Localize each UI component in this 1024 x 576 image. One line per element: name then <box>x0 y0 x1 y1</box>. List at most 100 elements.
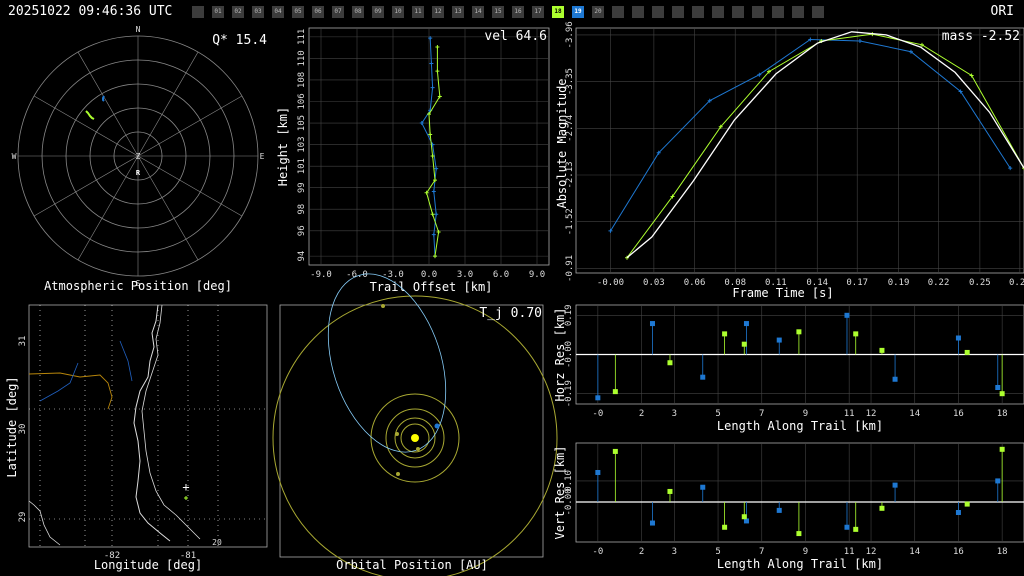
vert_res-xtick: 7 <box>759 547 764 557</box>
planet-marker <box>395 432 399 436</box>
camera-indicator-27 <box>732 6 744 18</box>
polar-spoke <box>77 51 139 157</box>
horz_res-xtick: 3 <box>672 409 677 419</box>
vert_res-xtick: 11 <box>844 547 855 557</box>
magnitude-chart: -0.00 0.03 0.06 0.08 0.11 0.14 0.17 0.19 0.22 0.2… <box>555 21 1024 300</box>
height-ylabel: Height [km] <box>276 107 290 186</box>
vert_res-point <box>722 524 728 530</box>
height-point <box>433 178 437 183</box>
ground-ytick: 30 <box>18 424 28 435</box>
camera-indicator-19: 19 <box>572 6 584 18</box>
vert_res-xtick: 5 <box>715 547 720 557</box>
height-point <box>435 69 440 74</box>
magnitude-ytick: -1.52 <box>565 208 575 235</box>
horz_res-point <box>667 360 673 366</box>
atmospheric-position-chart: N E S W ZR Q* 15.4 Atmospheric Position [deg] <box>12 25 268 293</box>
horz_res-point <box>776 337 782 343</box>
magnitude-point <box>608 228 613 233</box>
station-marker: R <box>136 169 141 177</box>
magnitude-ytick: -2.13 <box>565 161 575 188</box>
vert_res-point <box>879 505 885 511</box>
height-point <box>430 85 435 90</box>
vert_res-point <box>743 518 749 524</box>
timestamp-label: 20251022 09:46:36 UTC <box>8 4 173 19</box>
atmo-track-1 <box>85 110 95 120</box>
station-label: ORI <box>990 4 1014 19</box>
height-point <box>429 61 434 66</box>
height-point <box>430 212 435 217</box>
vert_res-point <box>700 484 706 490</box>
ground-xlabel: Longitude [deg] <box>94 558 202 572</box>
camera-indicator-28 <box>752 6 764 18</box>
vert_res-xtick: 14 <box>909 547 920 557</box>
sun-icon <box>411 434 419 442</box>
vert_res-point <box>892 482 898 488</box>
height-chart: -9.0 -6.0 -3.0 0.0 3.0 6.0 9.0 94 96 98 99 101 103 10… <box>276 27 550 294</box>
magnitude-ytick: -2.74 <box>565 115 575 142</box>
height-ytick: 98 <box>297 204 307 215</box>
polar-spoke <box>33 155 139 217</box>
vert_res-point <box>964 501 970 507</box>
ground-station-plus: + <box>182 480 189 494</box>
station-marker-icon <box>184 496 188 500</box>
magnitude-point <box>969 73 974 78</box>
magnitude-point <box>707 98 712 103</box>
camera-indicator-16: 16 <box>512 6 524 18</box>
height-ytick: 106 <box>297 93 307 109</box>
camera-indicator-8: 08 <box>352 6 364 18</box>
height-ytick: 111 <box>297 29 307 45</box>
camera-indicator-23 <box>652 6 664 18</box>
vert_res-ylabel: Vert Res [km] <box>553 446 567 540</box>
vert_res-point <box>612 448 618 454</box>
vert_res-point <box>776 507 782 513</box>
compass-label-n: N <box>136 25 141 34</box>
planet-marker <box>416 447 420 451</box>
camera-indicator-0 <box>192 6 204 18</box>
magnitude-point <box>766 69 771 74</box>
polar-spoke <box>137 155 243 217</box>
horz_res-point <box>612 389 618 395</box>
velocity-label: vel 64.6 <box>484 29 547 44</box>
vert_res-point <box>667 488 673 494</box>
horz_res-xtick: 11 <box>844 409 855 419</box>
height-point <box>437 94 442 99</box>
polar-spoke <box>77 155 139 261</box>
camera-indicator-7: 07 <box>332 6 344 18</box>
height-xtick: 6.0 <box>493 270 509 280</box>
height-point <box>435 45 440 50</box>
orbit-xlabel: Orbital Position [AU] <box>336 558 488 572</box>
vert_res-xtick: 18 <box>997 547 1008 557</box>
height-ytick: 101 <box>297 158 307 174</box>
vert_res-point <box>853 526 859 532</box>
horz_res-xtick: 5 <box>715 409 720 419</box>
camera-indicator-26 <box>712 6 724 18</box>
ground-ylabel: Latitude [deg] <box>5 376 19 477</box>
magnitude-series-2 <box>626 31 1024 259</box>
horz_res-point <box>743 321 749 327</box>
magnitude-xlabel: Frame Time [s] <box>732 286 833 300</box>
height-ytick: 94 <box>297 251 307 262</box>
vert_res-point <box>649 520 655 526</box>
magnitude-xtick: 0.14 <box>806 278 828 288</box>
vert_res-xtick: 16 <box>953 547 964 557</box>
coastline <box>133 304 171 542</box>
atmospheric-chart-title: Atmospheric Position [deg] <box>44 279 232 293</box>
horz_res-xtick: 16 <box>953 409 964 419</box>
camera-indicator-31 <box>812 6 824 18</box>
horz_res-xtick: 7 <box>759 409 764 419</box>
height-point <box>428 36 433 41</box>
planet-orbit-0 <box>370 393 460 483</box>
camera-indicator-2: 02 <box>232 6 244 18</box>
tisserand-label: T_j 0.70 <box>479 306 542 321</box>
horz_res-point <box>796 329 802 335</box>
ground-side-tick: 20 <box>212 538 222 547</box>
magnitude-ytick: -3.35 <box>565 68 575 95</box>
height-point <box>431 189 436 194</box>
meteoroid-orbit <box>327 273 447 453</box>
camera-indicator-25 <box>692 6 704 18</box>
horz_res-ytick: 0.19 <box>564 304 574 326</box>
camera-indicator-3: 03 <box>252 6 264 18</box>
magnitude-xtick: -0.00 <box>597 278 624 288</box>
horz_res-point <box>700 374 706 380</box>
polar-spoke <box>33 95 139 157</box>
